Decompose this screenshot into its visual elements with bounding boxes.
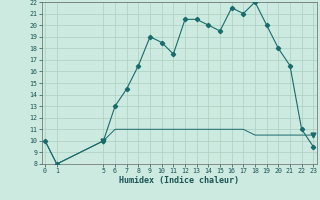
X-axis label: Humidex (Indice chaleur): Humidex (Indice chaleur) bbox=[119, 176, 239, 185]
